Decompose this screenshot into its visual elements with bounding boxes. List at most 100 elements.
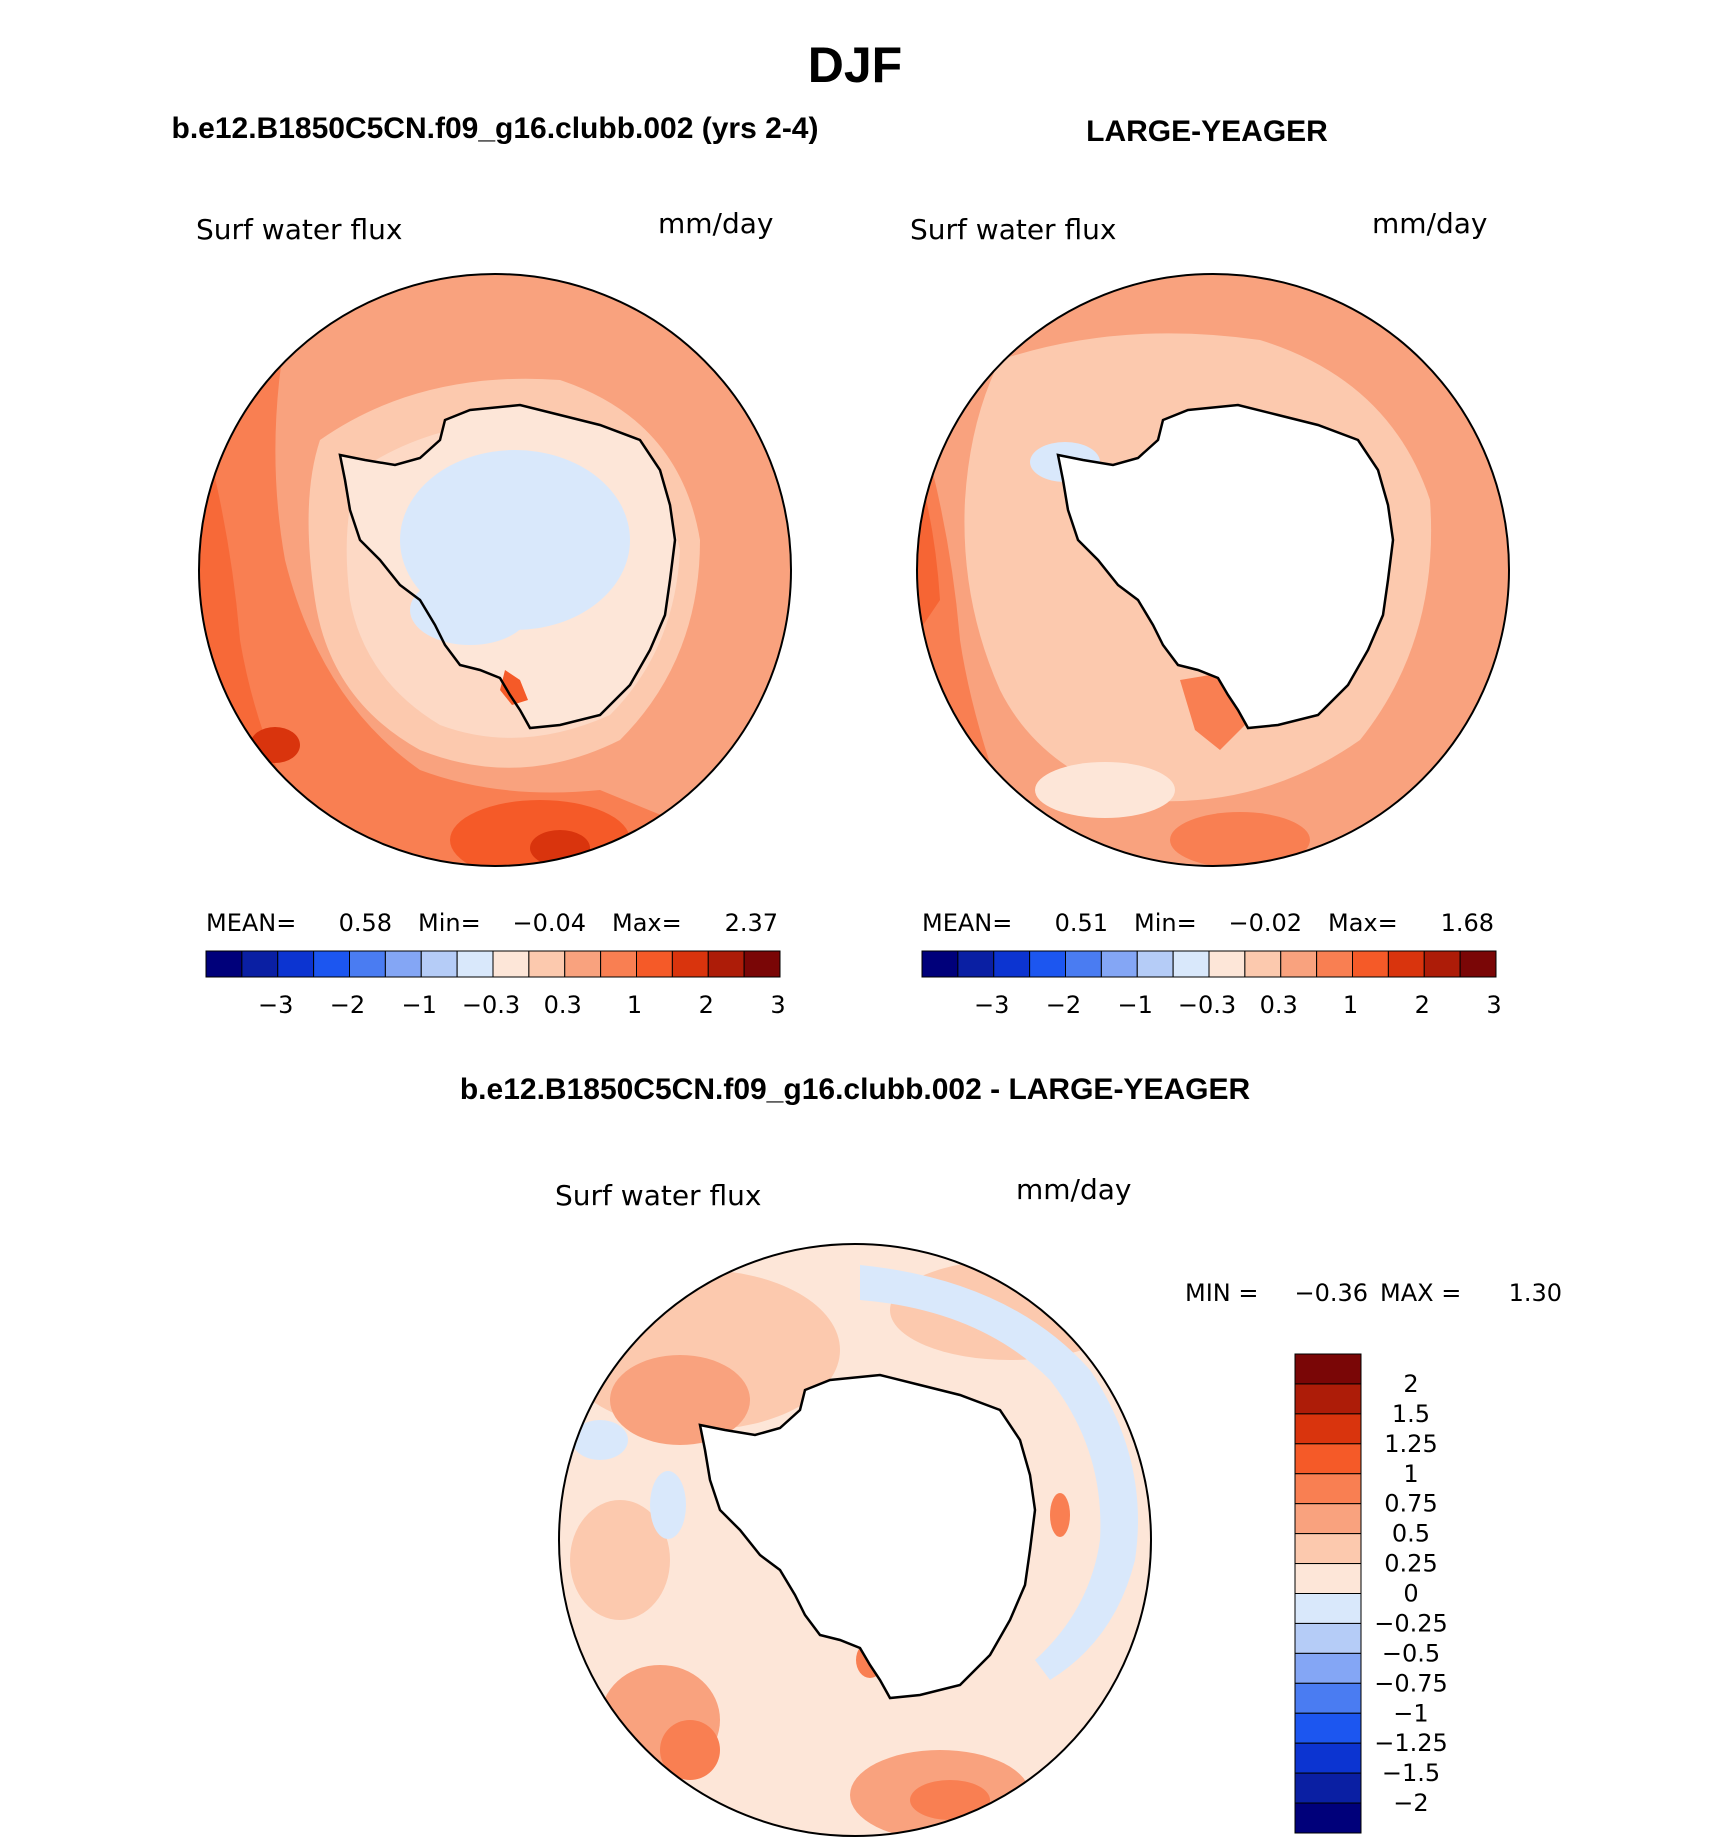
colorbar-swatch [1294,1413,1362,1445]
colorbar-tick-label: −3 [974,991,1009,1019]
svg-text:1.30: 1.30 [1509,1279,1562,1307]
colorbar-swatch [456,950,494,978]
svg-text:−0.36: −0.36 [1294,1279,1368,1307]
svg-text:−0.04: −0.04 [512,909,586,937]
svg-text:0.51: 0.51 [1055,909,1108,937]
panel-obs-variable: Surf water flux [910,213,1116,246]
colorbar-tick-label: −2 [330,991,365,1019]
colorbar-tick-label: 1 [627,991,642,1019]
svg-text:−0.02: −0.02 [1228,909,1302,937]
panel-diff-stats: MIN = −0.36 MAX = 1.30 [1185,1279,1562,1307]
colorbar-tick-label: 1 [1343,991,1358,1019]
colorbar-swatch [1294,1712,1362,1744]
colorbar-tick-label: 3 [770,991,785,1019]
svg-text:MEAN=: MEAN= [922,909,1012,937]
colorbar-swatch [1294,1772,1362,1804]
colorbar-tick-label: −0.25 [1374,1609,1448,1637]
colorbar-swatch [707,950,745,978]
colorbar-swatch [1100,950,1138,978]
panel-model-variable: Surf water flux [196,213,402,246]
colorbar-swatch [420,950,458,978]
panel-diff-variable: Surf water flux [555,1179,761,1212]
colorbar-tick-label: −0.5 [1382,1639,1440,1667]
colorbar-tick-label: 0 [1403,1580,1418,1608]
colorbar-swatch [1294,1802,1362,1834]
colorbar-swatch [564,950,602,978]
panel-model-colorbar: −3 −2 −1 −0.3 0.3 1 2 3 [205,950,786,1019]
panel-obs-map-border [916,273,1510,867]
panel-model-stats: MEAN= 0.58 Min= −0.04 Max= 2.37 [206,909,778,937]
panel-diff: b.e12.B1850C5CN.f09_g16.clubb.002 - LARG… [460,1073,1562,1837]
colorbar-tick-label: −1.25 [1374,1729,1448,1757]
colorbar-tick-label: 0.75 [1384,1490,1437,1518]
colorbar-swatch [993,950,1031,978]
colorbar-swatch [1244,950,1282,978]
colorbar-swatch [1294,1682,1362,1714]
colorbar-swatch [1316,950,1353,978]
svg-text:Max=: Max= [612,909,682,937]
svg-text:Min=: Min= [1134,909,1197,937]
colorbar-swatch [671,950,709,978]
panel-obs-colorbar: −3 −2 −1 −0.3 0.3 1 2 3 [921,950,1502,1019]
panel-obs-units: mm/day [1372,207,1488,240]
colorbar-swatch [1172,950,1210,978]
colorbar-swatch [1029,950,1066,978]
svg-text:MIN =: MIN = [1185,1279,1258,1307]
colorbar-tick-label: 2 [699,991,714,1019]
panel-diff-title: b.e12.B1850C5CN.f09_g16.clubb.002 - LARG… [460,1073,1251,1106]
figure-title: DJF [808,37,902,93]
colorbar-swatch [1208,950,1246,978]
colorbar-swatch [349,950,386,978]
colorbar-swatch [492,950,530,978]
panel-obs-stats: MEAN= 0.51 Min= −0.02 Max= 1.68 [922,909,1494,937]
colorbar-tick-label: 0.3 [1260,991,1298,1019]
colorbar-swatch [1065,950,1102,978]
colorbar-swatch [600,950,637,978]
colorbar-swatch [313,950,350,978]
colorbar-swatch [1459,950,1497,978]
colorbar-swatch [921,950,959,978]
colorbar-swatch [743,950,781,978]
svg-text:1.68: 1.68 [1441,909,1494,937]
panel-diff-units: mm/day [1016,1173,1132,1206]
colorbar-tick-label: 1 [1403,1460,1418,1488]
colorbar-tick-label: −1 [1118,991,1153,1019]
colorbar-tick-label: 2 [1403,1370,1418,1398]
colorbar-tick-label: 2 [1415,991,1430,1019]
svg-text:Min=: Min= [418,909,481,937]
colorbar-swatch [1294,1383,1362,1415]
colorbar-swatch [1294,1742,1362,1774]
colorbar-swatch [1294,1622,1362,1654]
colorbar-tick-label: 0.25 [1384,1550,1437,1578]
colorbar-swatch [1294,1473,1362,1505]
colorbar-tick-label: −0.3 [462,991,520,1019]
panel-obs-title: LARGE-YEAGER [1086,115,1328,148]
svg-text:MEAN=: MEAN= [206,909,296,937]
colorbar-swatch [1136,950,1174,978]
colorbar-swatch [384,950,422,978]
colorbar-swatch [277,950,315,978]
colorbar-swatch [1294,1443,1362,1475]
colorbar-swatch [1352,950,1389,978]
colorbar-tick-label: −1 [402,991,437,1019]
colorbar-tick-label: 1.25 [1384,1430,1437,1458]
panel-model-units: mm/day [658,207,774,240]
colorbar-tick-label: −2 [1046,991,1081,1019]
colorbar-swatch [1280,950,1318,978]
colorbar-tick-label: 0.5 [1392,1520,1430,1548]
colorbar-swatch [636,950,673,978]
colorbar-swatch [1294,1652,1362,1684]
colorbar-tick-label: 1.5 [1392,1400,1430,1428]
colorbar-tick-label: −1.5 [1382,1759,1440,1787]
colorbar-swatch [1423,950,1461,978]
colorbar-tick-label: −0.3 [1178,991,1236,1019]
panel-diff-map-border [558,1243,1152,1837]
colorbar-tick-label: 0.3 [544,991,582,1019]
panel-diff-colorbar: 21.51.2510.750.50.250−0.25−0.5−0.75−1−1.… [1294,1353,1448,1834]
colorbar-swatch [528,950,566,978]
panel-model: b.e12.B1850C5CN.f09_g16.clubb.002 (yrs 2… [172,112,819,1019]
svg-text:MAX =: MAX = [1380,1279,1461,1307]
colorbar-tick-label: −1 [1393,1699,1428,1727]
colorbar-swatch [205,950,243,978]
colorbar-swatch [1294,1563,1362,1594]
